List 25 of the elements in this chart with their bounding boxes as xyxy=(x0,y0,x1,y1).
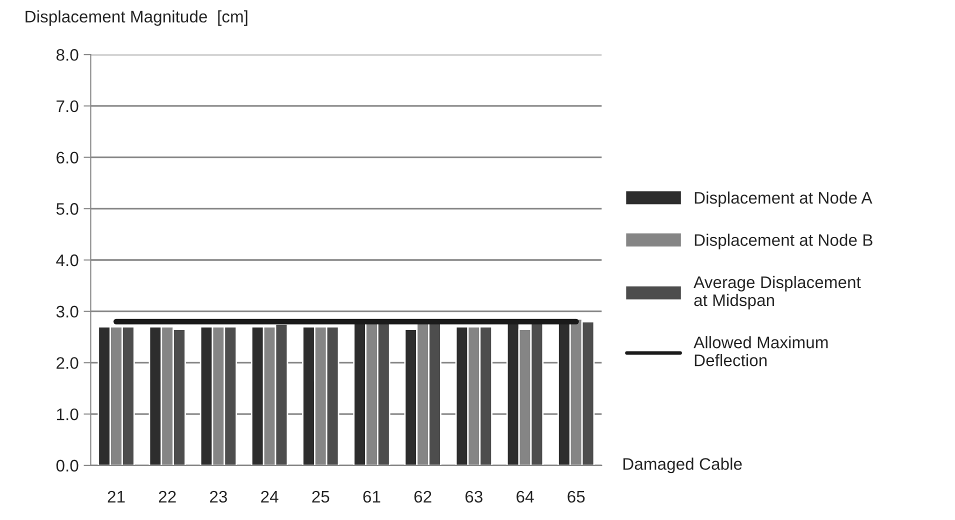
y-tick-label: 1.0 xyxy=(57,408,78,420)
x-axis-title: Damaged Cable xyxy=(623,458,742,474)
legend-label: Displacement at Node A xyxy=(694,192,872,208)
x-tick-label: 64 xyxy=(516,490,534,503)
y-tick-label: 4.0 xyxy=(56,254,78,266)
y-tick-label: 5.0 xyxy=(56,203,78,215)
y-tick-label: 8.0 xyxy=(56,49,78,61)
x-tick-label: 62 xyxy=(414,490,432,503)
y-tick-label: 3.0 xyxy=(56,306,78,318)
x-tick-label: 61 xyxy=(363,490,380,503)
x-tick-label: 23 xyxy=(210,490,227,503)
y-axis-title: Displacement Magnitude [cm] xyxy=(26,10,248,26)
x-tick-label: 21 xyxy=(108,490,125,502)
legend-label: Average Displacement at Midspan xyxy=(694,276,861,310)
y-tick-label: 7.0 xyxy=(56,100,78,112)
x-tick-label: 65 xyxy=(568,490,585,503)
x-tick-label: 24 xyxy=(261,490,278,502)
legend-label: Displacement at Node B xyxy=(694,234,872,250)
y-tick-label: 2.0 xyxy=(56,357,78,369)
y-tick-label: 6.0 xyxy=(56,152,78,164)
legend-label: Allowed Maximum Deflection xyxy=(694,336,828,366)
x-tick-label: 63 xyxy=(465,490,482,503)
y-tick-label: 0.0 xyxy=(56,460,78,472)
x-tick-label: 25 xyxy=(312,490,330,503)
x-tick-label: 22 xyxy=(158,490,176,502)
